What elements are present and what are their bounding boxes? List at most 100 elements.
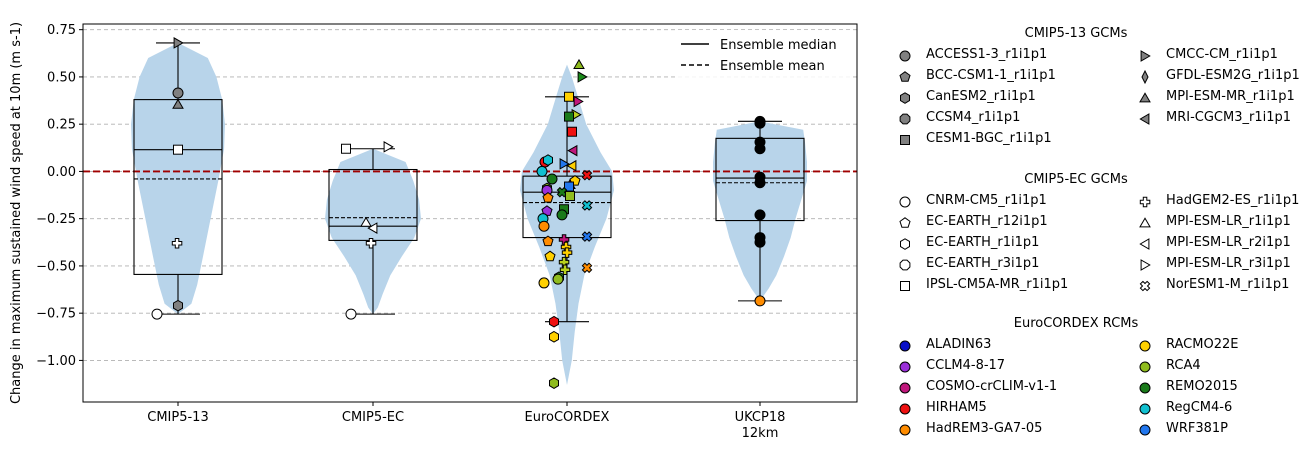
tri-left-marker <box>567 144 578 157</box>
hexagon-marker <box>173 299 183 312</box>
legend-marker-icon <box>1140 259 1151 271</box>
legend-marker-icon <box>1139 340 1151 352</box>
tri-up-marker <box>172 98 184 109</box>
legend-item-label: RegCM4-6 <box>1166 400 1233 415</box>
pentagon-marker <box>542 191 554 203</box>
legend-item-label: WRF381P <box>1166 421 1229 436</box>
legend-marker-icon <box>1139 92 1151 103</box>
legend-marker-icon <box>1139 382 1151 394</box>
legend-marker-icon <box>899 113 911 125</box>
hexagon-marker <box>549 315 559 328</box>
legend-marker-icon <box>1139 403 1151 415</box>
circle-marker <box>538 277 550 289</box>
legend-marker-icon <box>899 217 911 228</box>
y-tick-label: 0.75 <box>47 23 76 38</box>
legend-marker-icon <box>900 92 910 104</box>
legend-marker-icon <box>899 71 911 82</box>
circle-marker <box>552 273 564 285</box>
legend-title: CMIP5-13 GCMs <box>1024 26 1128 41</box>
legend-item-label: CNRM-CM5_r1i1p1 <box>926 193 1047 208</box>
circle-marker <box>899 196 911 208</box>
x-cross-marker <box>581 231 593 242</box>
legend-marker-icon <box>899 382 911 394</box>
legend-marker-icon <box>1139 361 1151 373</box>
x-cross-marker <box>581 200 593 211</box>
legend-item-label: ALADIN63 <box>926 337 992 352</box>
axis-layer: −1.00 −0.75 −0.50 −0.25 0.00 0.25 0.50 0.75 CMIP… <box>36 23 785 441</box>
circle-marker <box>754 295 766 307</box>
legend-marker-icon <box>1139 196 1151 208</box>
x-tick-label: 12km <box>742 426 779 441</box>
plus-marker <box>561 247 573 258</box>
legend-marker-icon <box>900 135 910 145</box>
circle-marker <box>754 117 766 129</box>
legend-item-label: REMO2015 <box>1166 379 1238 394</box>
square-marker <box>564 111 574 122</box>
pentagon-marker <box>542 235 554 247</box>
legend-title: CMIP5-EC GCMs <box>1024 172 1128 187</box>
circle-marker <box>1139 340 1151 352</box>
line-legend-box <box>676 30 852 78</box>
legend-marker-icon <box>900 238 910 250</box>
pentagon-marker <box>544 250 556 262</box>
legend-marker-icon <box>899 196 911 208</box>
legend-item-label: COSMO-crCLIM-v1-1 <box>926 379 1058 394</box>
box-layer <box>133 42 805 323</box>
violin-layer <box>131 42 807 385</box>
legend-item-label: CMCC-CM_r1i1p1 <box>1166 47 1278 62</box>
circle-marker <box>538 220 550 232</box>
circle-marker <box>345 308 357 320</box>
circle-marker <box>754 209 766 221</box>
circle-marker <box>899 340 911 352</box>
circle-marker <box>172 87 184 99</box>
legend-item-label: HadGEM2-ES_r1i1p1 <box>1166 193 1300 208</box>
legend-marker-icon <box>1140 50 1151 62</box>
legend-item-label: MPI-ESM-MR_r1i1p1 <box>1166 89 1295 104</box>
legend-item-label: RCA4 <box>1166 358 1201 373</box>
circle-marker <box>899 403 911 415</box>
tri-left-marker <box>566 159 577 172</box>
legend-marker-icon <box>899 403 911 415</box>
circle-marker <box>546 173 558 185</box>
circle-marker <box>1139 403 1151 415</box>
legend-item-label: NorESM1-M_r1i1p1 <box>1166 277 1290 292</box>
circle-marker <box>536 165 548 177</box>
legend-item-label: HIRHAM5 <box>926 400 987 415</box>
legend-item-label: MPI-ESM-LR_r3i1p1 <box>1166 256 1291 271</box>
y-tick-label: 0.00 <box>47 165 76 180</box>
y-tick-label: −0.25 <box>36 212 76 227</box>
circle-marker <box>754 236 766 248</box>
hexagon-marker <box>543 154 553 166</box>
tri-right-marker <box>383 141 394 153</box>
pentagon-marker <box>899 71 911 82</box>
legend-marker-icon <box>899 361 911 373</box>
legend-item-label: MRI-CGCM3_r1i1p1 <box>1166 110 1292 125</box>
x-tick-label: CMIP5-EC <box>342 410 404 425</box>
legend-median-label: Ensemble median <box>720 38 837 53</box>
circle-marker <box>899 382 911 394</box>
legend-marker-icon <box>1141 69 1149 85</box>
legend-marker-icon <box>1139 238 1150 250</box>
legend-item-label: CCLM4-8-17 <box>926 358 1006 373</box>
circle-marker <box>899 424 911 436</box>
y-tick-label: −0.50 <box>36 259 76 274</box>
plus-marker <box>1139 196 1151 208</box>
tri-right-marker <box>173 37 184 49</box>
plus-marker <box>365 238 377 249</box>
plot-frame <box>82 23 858 403</box>
tri-left-marker <box>1139 238 1150 250</box>
x-tick-label: UKCP18 <box>735 410 786 425</box>
circle-marker <box>754 177 766 189</box>
legend-item-label: CESM1-BGC_r1i1p1 <box>926 131 1052 146</box>
square-marker <box>564 91 574 102</box>
x-cross-marker <box>1139 280 1151 292</box>
tri-up-marker <box>360 216 372 227</box>
hexagon-marker <box>549 377 559 389</box>
legend-item-label: IPSL-CM5A-MR_r1i1p1 <box>926 277 1069 292</box>
tri-right-marker <box>1140 259 1151 271</box>
legend-item-label: EC-EARTH_r3i1p1 <box>926 256 1040 271</box>
legend-mean-label: Ensemble mean <box>720 59 825 74</box>
tri-right-marker <box>577 71 588 83</box>
circle-marker <box>151 308 163 320</box>
